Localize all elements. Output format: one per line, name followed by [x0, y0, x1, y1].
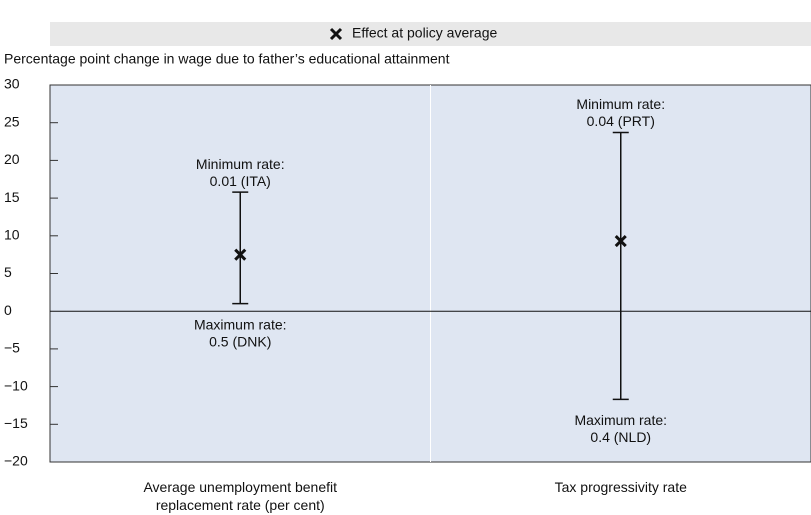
- effect-marker: [234, 248, 247, 261]
- y-tick-label: 15: [4, 189, 20, 205]
- legend-box: [50, 22, 811, 46]
- annotation: 0.4 (NLD): [590, 429, 651, 445]
- x-tick-label: Tax progressivity rate: [554, 479, 687, 495]
- y-tick-label: −10: [4, 377, 28, 393]
- y-axis-label: Percentage point change in wage due to f…: [4, 51, 450, 67]
- y-tick-label: −5: [4, 340, 20, 356]
- annotation: Maximum rate:: [194, 316, 287, 332]
- y-tick-label: 5: [4, 264, 12, 280]
- effect-marker: [614, 235, 627, 248]
- y-tick-label: −15: [4, 415, 28, 431]
- annotation: 0.01 (ITA): [210, 173, 271, 189]
- legend-marker: [329, 27, 343, 41]
- y-tick-label: 30: [4, 76, 20, 92]
- legend-label: Effect at policy average: [352, 25, 497, 41]
- y-tick-label: 25: [4, 113, 20, 129]
- annotation: Maximum rate:: [574, 412, 667, 428]
- y-tick-label: 20: [4, 151, 20, 167]
- annotation: Minimum rate:: [196, 156, 285, 172]
- x-tick-label: Average unemployment benefit replacement…: [143, 479, 338, 513]
- annotation: Minimum rate:: [576, 96, 665, 112]
- y-tick-label: 0: [4, 302, 12, 318]
- y-tick-label: 10: [4, 227, 20, 243]
- annotation: 0.5 (DNK): [209, 333, 271, 349]
- y-tick-label: −20: [4, 453, 28, 469]
- annotation: 0.04 (PRT): [587, 113, 655, 129]
